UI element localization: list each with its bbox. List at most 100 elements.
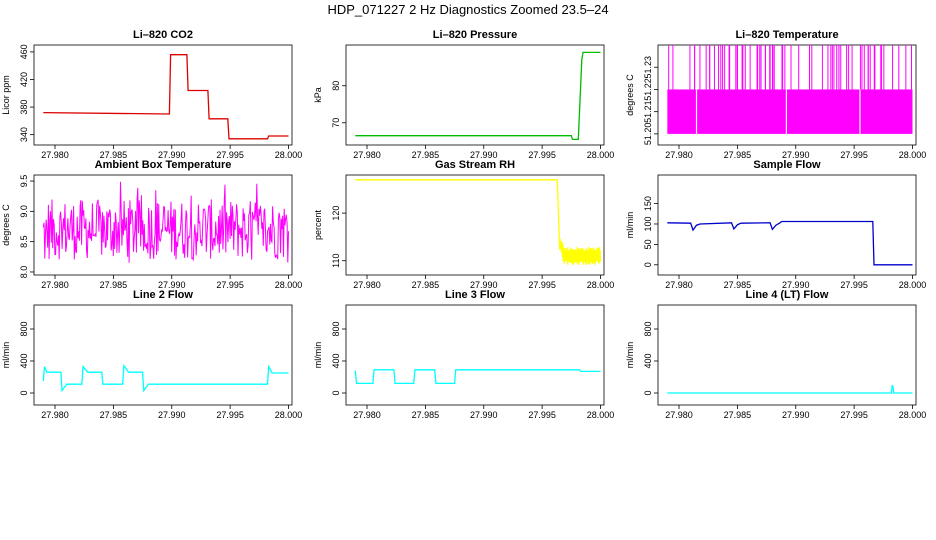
- series: [355, 51, 601, 141]
- y-axis-label: ml/min: [313, 342, 323, 369]
- data-line: [43, 54, 289, 140]
- series: [354, 369, 601, 385]
- x-tick-label: 28.000: [275, 280, 303, 290]
- x-tick-label: 27.980: [41, 280, 69, 290]
- y-axis-label: ml/min: [625, 342, 635, 369]
- x-tick-label: 27.990: [158, 150, 186, 160]
- x-tick-label: 27.995: [216, 410, 244, 420]
- chart-svg: Line 2 Flow ml/min 27.980 27.985 27.990 27.99…: [1, 289, 302, 420]
- x-tick-label: 27.985: [724, 280, 752, 290]
- x-tick-label: 27.980: [665, 410, 693, 420]
- x-tick-label: 27.985: [724, 410, 752, 420]
- y-tick-label: 0: [643, 262, 653, 267]
- chart-panel: Sample Flow ml/min 27.980 27.985 27.990 27.99…: [624, 156, 936, 290]
- chart-svg: Li–820 CO2 Licor ppm 27.980 27.985 27.990 27.…: [1, 29, 302, 160]
- x-tick-label: 27.985: [100, 410, 128, 420]
- plot-frame: [345, 44, 605, 146]
- y-tick-label: 0: [331, 390, 341, 395]
- x-tick-label: 27.990: [782, 410, 810, 420]
- chart-title: Gas Stream RH: [435, 159, 515, 171]
- y-axis-label: degrees C: [625, 74, 635, 116]
- y-tick-label: 50: [643, 239, 653, 249]
- y-tick-label: 70: [331, 118, 341, 128]
- y-tick-label: 51.21: [643, 100, 653, 123]
- x-tick-label: 27.985: [412, 150, 440, 160]
- y-tick-label: 400: [19, 353, 29, 368]
- x-tick-label: 27.990: [470, 410, 498, 420]
- data-line: [354, 369, 601, 385]
- x-tick-label: 28.000: [275, 150, 303, 160]
- y-tick-label: 800: [331, 321, 341, 336]
- chart-title: Line 2 Flow: [133, 289, 193, 301]
- y-axis-label: ml/min: [625, 212, 635, 239]
- y-tick-label: 150: [643, 196, 653, 211]
- x-tick-label: 27.985: [412, 280, 440, 290]
- y-tick-label: 51.23: [643, 56, 653, 79]
- series: [355, 179, 602, 266]
- series: [43, 54, 289, 140]
- chart-panel: Li–820 CO2 Licor ppm 27.980 27.985 27.990 27.…: [0, 26, 312, 160]
- chart-svg: Li–820 Pressure kPa 27.980 27.985 27.990 27.9…: [313, 29, 614, 160]
- chart-title: Sample Flow: [753, 159, 821, 171]
- y-tick-label: 51.20: [643, 123, 653, 146]
- y-axis-label: kPa: [313, 87, 323, 103]
- x-tick-label: 27.995: [528, 410, 556, 420]
- chart-title: Ambient Box Temperature: [95, 159, 232, 171]
- plot-frame: [657, 304, 917, 406]
- chart-svg: Line 4 (LT) Flow ml/min 27.980 27.985 27.990…: [625, 289, 926, 420]
- x-tick-label: 27.990: [782, 280, 810, 290]
- plot-frame: [33, 174, 293, 276]
- chart-svg: Sample Flow ml/min 27.980 27.985 27.990 27.99…: [625, 159, 926, 290]
- plot-frame: [345, 304, 605, 406]
- y-tick-label: 100: [643, 216, 653, 231]
- series: [42, 363, 289, 393]
- y-tick-label: 400: [331, 353, 341, 368]
- plot-frame: [657, 174, 917, 276]
- x-tick-label: 27.980: [41, 150, 69, 160]
- plot-frame: [33, 44, 293, 146]
- plot-frame: [657, 44, 917, 146]
- x-tick-label: 27.995: [840, 280, 868, 290]
- y-tick-label: 0: [19, 390, 29, 395]
- x-tick-label: 27.995: [216, 280, 244, 290]
- y-axis-label: ml/min: [1, 342, 11, 369]
- chart-panel: Li–820 Pressure kPa 27.980 27.985 27.990 27.9…: [312, 26, 624, 160]
- y-tick-label: 800: [19, 321, 29, 336]
- x-tick-label: 27.990: [470, 150, 498, 160]
- data-band: [667, 89, 913, 134]
- chart-panel: Gas Stream RH percent 27.980 27.985 27.990 27…: [312, 156, 624, 290]
- y-tick-label: 340: [19, 127, 29, 142]
- chart-title: Line 3 Flow: [445, 289, 505, 301]
- x-tick-label: 27.980: [353, 280, 381, 290]
- x-tick-label: 27.990: [158, 410, 186, 420]
- y-tick-label: 380: [19, 100, 29, 115]
- chart-svg: Ambient Box Temperature degrees C 27.980 27…: [1, 159, 302, 290]
- x-tick-label: 27.980: [665, 150, 693, 160]
- chart-panel: Li–820 Temperature degrees C 27.980 27.985 2…: [624, 26, 936, 160]
- x-tick-label: 28.000: [275, 410, 303, 420]
- y-tick-label: 120: [331, 206, 341, 221]
- chart-title: Li–820 CO2: [133, 29, 193, 41]
- chart-panel: Line 2 Flow ml/min 27.980 27.985 27.990 27.99…: [0, 286, 312, 420]
- x-tick-label: 27.995: [216, 150, 244, 160]
- x-tick-label: 28.000: [899, 410, 927, 420]
- figure-title: HDP_071227 2 Hz Diagnostics Zoomed 23.5–…: [327, 2, 609, 17]
- chart-svg: Li–820 Temperature degrees C 27.980 27.985 2…: [625, 29, 926, 160]
- x-tick-label: 27.990: [782, 150, 810, 160]
- data-line: [667, 220, 913, 266]
- x-tick-label: 27.985: [412, 410, 440, 420]
- x-tick-label: 27.985: [100, 280, 128, 290]
- x-tick-label: 27.990: [158, 280, 186, 290]
- x-tick-label: 28.000: [899, 150, 927, 160]
- y-tick-label: 110: [331, 254, 341, 268]
- chart-title: Li–820 Pressure: [433, 29, 517, 41]
- chart-title: Line 4 (LT) Flow: [746, 289, 829, 301]
- y-tick-label: 460: [19, 44, 29, 59]
- series: [42, 181, 289, 263]
- y-tick-label: 800: [643, 321, 653, 336]
- y-tick-label: 51.22: [643, 78, 653, 101]
- series: [667, 385, 913, 394]
- y-tick-label: 420: [19, 72, 29, 87]
- series: [667, 220, 913, 266]
- x-tick-label: 27.980: [353, 150, 381, 160]
